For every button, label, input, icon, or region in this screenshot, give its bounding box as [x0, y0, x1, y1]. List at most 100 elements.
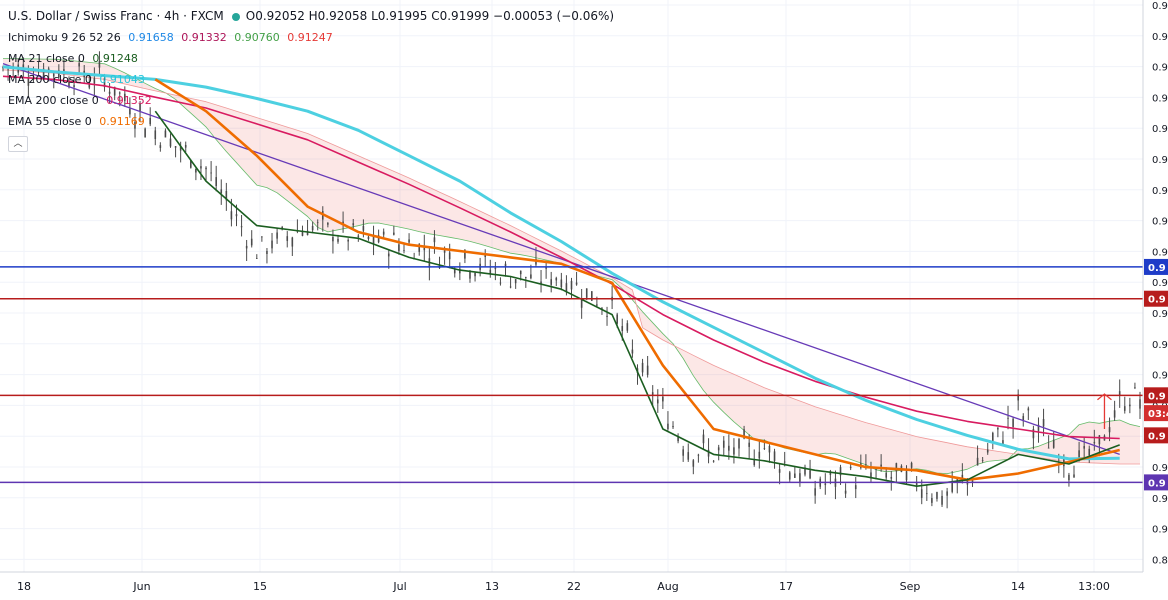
candle-body: [245, 245, 248, 249]
candle-body: [565, 283, 568, 293]
price-axis-label: 0.89: [1152, 555, 1168, 566]
candle-body: [875, 468, 877, 470]
candle-body: [890, 476, 893, 479]
candle-body: [920, 489, 923, 498]
candle-body: [1022, 416, 1025, 422]
candle-body: [393, 232, 395, 235]
candle-body: [271, 240, 273, 249]
price-tag: [1144, 387, 1168, 404]
candle-body: [1007, 417, 1009, 419]
price-axis-label: 0.97: [1152, 32, 1168, 43]
candle-body: [357, 235, 360, 237]
candle-body: [144, 128, 146, 138]
ma21-label: MA 21 close 0: [8, 52, 85, 65]
legend-ema55[interactable]: EMA 55 close 0 0.91169: [8, 111, 614, 132]
time-axis-label: 15: [253, 580, 267, 593]
candle-body: [27, 77, 30, 86]
ema200-label: EMA 200 close 0: [8, 94, 99, 107]
chart-legend: U.S. Dollar / Swiss Franc · 4h · FXCM O0.…: [8, 6, 614, 153]
candle-body: [184, 144, 187, 148]
candle-body: [113, 86, 116, 96]
candle-body: [580, 298, 583, 308]
candle-body: [799, 473, 801, 482]
time-axis[interactable]: 18 Jun 15 Jul 13 22 Aug 17 Sep 14 13:00: [17, 580, 1110, 593]
candle-body: [139, 103, 141, 111]
price-tag: [1144, 405, 1168, 422]
legend-ichimoku[interactable]: Ichimoku 9 26 52 26 0.91658 0.91332 0.90…: [8, 27, 614, 48]
candle-body: [291, 237, 294, 247]
price-tag-label: 0.9: [1148, 478, 1166, 489]
candle-body: [707, 449, 710, 457]
candle-body: [941, 495, 943, 505]
ichimoku-leading: 0.91247: [287, 31, 333, 44]
price-tag: [1144, 290, 1168, 307]
candle-body: [1134, 387, 1136, 389]
ohlc-values: O0.92052 H0.92058 L0.91995 C0.91999 −0.0…: [245, 9, 615, 23]
candle-body: [195, 168, 197, 173]
legend-ma21[interactable]: MA 21 close 0 0.91248: [8, 48, 614, 69]
candle-body: [753, 459, 756, 466]
candle-body: [42, 68, 45, 78]
candle-body: [514, 279, 517, 284]
legend-ema200[interactable]: EMA 200 close 0 0.91352: [8, 90, 614, 111]
candle-body: [1108, 427, 1111, 433]
candle-body: [1088, 448, 1091, 456]
candle-body: [266, 250, 268, 254]
candle-body: [1123, 406, 1126, 411]
candle-body: [108, 91, 111, 94]
arrow-head: [1097, 393, 1112, 401]
time-axis-label: 18: [17, 580, 31, 593]
ma21-value: 0.91248: [92, 52, 138, 65]
candle-body: [118, 92, 121, 94]
candle-body: [316, 222, 319, 224]
candle-body: [804, 467, 806, 475]
legend-collapse-button[interactable]: ︿: [8, 136, 28, 152]
symbol-title[interactable]: U.S. Dollar / Swiss Franc · 4h · FXCM: [8, 9, 224, 23]
candle-body: [641, 362, 644, 373]
candle-body: [555, 277, 558, 281]
candle-body: [499, 282, 502, 284]
candle-body: [1073, 474, 1075, 478]
candle-body: [662, 396, 664, 402]
candle-body: [489, 269, 492, 275]
candle-body: [733, 447, 735, 455]
candle-body: [1027, 408, 1030, 411]
price-axis-label: 0.95: [1152, 217, 1168, 228]
candle-body: [1139, 399, 1141, 409]
indicator-lines: [2, 62, 1120, 487]
candle-body: [362, 226, 365, 231]
candle-body: [997, 427, 999, 430]
candle-body: [895, 463, 898, 472]
candle-body: [78, 63, 80, 67]
candle-body: [717, 447, 720, 451]
candle-body: [616, 314, 618, 324]
candle-body: [230, 211, 233, 220]
trendline: [2, 62, 1120, 456]
candle-body: [651, 392, 654, 397]
candle-body: [560, 279, 563, 288]
price-axis[interactable]: 0.9 0.97 0.97 0.97 0.96 0.96 0.95 0.95 0.94 0.94 0…: [1152, 1, 1168, 566]
candle-body: [301, 230, 304, 236]
ichimoku-conversion: 0.91658: [128, 31, 174, 44]
candle-body: [387, 253, 390, 257]
candle-body: [1017, 394, 1019, 401]
candle-body: [469, 271, 471, 279]
legend-ma200[interactable]: MA 200 close 0 0.91043: [8, 69, 614, 90]
candle-body: [73, 85, 75, 87]
candle-body: [783, 461, 786, 463]
candle-body: [976, 457, 979, 466]
candle-body: [778, 469, 781, 473]
price-axis-label: 0.94: [1152, 278, 1168, 289]
candle-body: [129, 108, 131, 115]
time-axis-label: 13:00: [1078, 580, 1110, 593]
candle-body: [677, 436, 679, 442]
candle-body: [1063, 457, 1065, 467]
price-axis-label: 0.90: [1152, 494, 1168, 505]
candle-body: [646, 365, 649, 375]
candle-body: [667, 423, 669, 430]
candle-body: [347, 239, 349, 242]
candle-body: [220, 189, 223, 194]
candle-body: [991, 432, 994, 442]
candle-body: [134, 122, 136, 129]
